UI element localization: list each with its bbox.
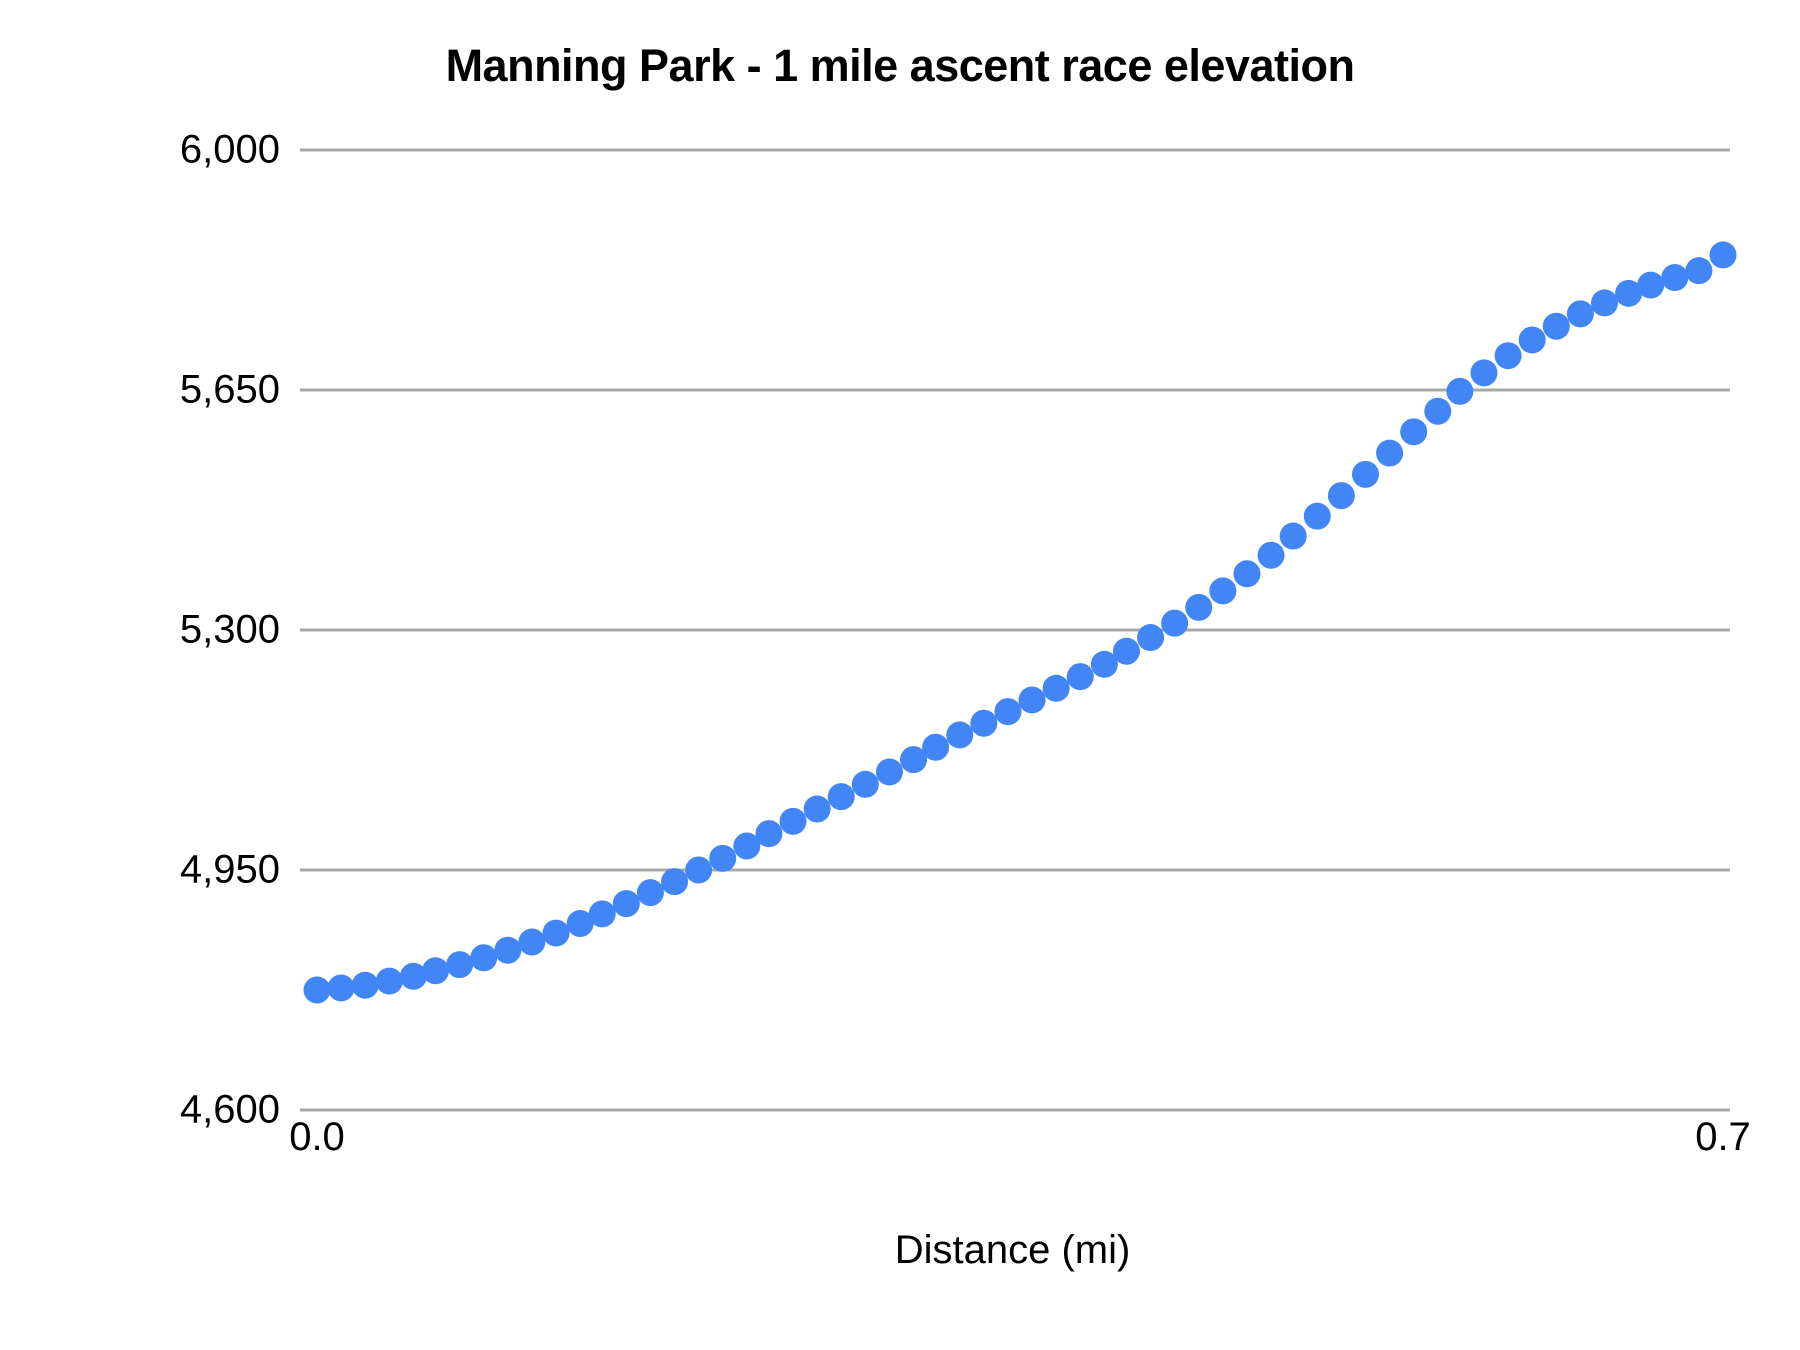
data-point[interactable]	[827, 783, 855, 811]
data-series-layer	[303, 241, 1737, 1004]
data-point[interactable]	[1542, 312, 1570, 340]
data-point[interactable]	[1685, 257, 1713, 285]
data-point[interactable]	[1233, 560, 1261, 588]
data-point[interactable]	[733, 832, 761, 860]
data-point[interactable]	[1615, 279, 1643, 307]
data-point[interactable]	[709, 844, 737, 872]
data-point[interactable]	[851, 770, 879, 798]
data-point[interactable]	[470, 944, 498, 972]
data-point[interactable]	[1709, 241, 1737, 269]
y-axis-tick-labels: 4,600 4,950 5,300 5,650 6,000	[30, 128, 280, 1132]
data-point[interactable]	[1112, 637, 1140, 665]
y-axis-tick-label: 6,000	[179, 127, 280, 172]
data-point[interactable]	[518, 928, 546, 956]
data-point[interactable]	[636, 879, 664, 907]
data-point[interactable]	[494, 936, 522, 964]
data-point[interactable]	[1327, 482, 1355, 510]
data-point[interactable]	[1209, 577, 1237, 605]
data-point[interactable]	[900, 746, 928, 774]
plot-area	[300, 148, 1737, 1112]
data-point[interactable]	[661, 868, 689, 896]
y-axis-tick-label: 5,650	[179, 367, 280, 412]
data-point[interactable]	[1257, 541, 1285, 569]
chart-title: Manning Park - 1 mile ascent race elevat…	[445, 40, 1355, 91]
data-point[interactable]	[1090, 650, 1118, 678]
data-point[interactable]	[875, 758, 903, 786]
x-axis-tick-labels: 0.0 0.7	[289, 1115, 1751, 1170]
data-point[interactable]	[1661, 264, 1689, 292]
y-axis-tick-label: 5,300	[179, 607, 280, 652]
data-point[interactable]	[1518, 326, 1546, 354]
data-point[interactable]	[588, 900, 616, 928]
data-point[interactable]	[303, 976, 331, 1004]
x-axis-tick-label: 0.7	[1695, 1115, 1751, 1159]
data-point[interactable]	[1446, 377, 1474, 405]
data-point[interactable]	[1424, 397, 1452, 425]
data-point[interactable]	[994, 698, 1022, 726]
x-axis-title: Distance (mi)	[894, 1228, 1131, 1272]
data-point[interactable]	[327, 974, 355, 1002]
data-point[interactable]	[779, 807, 807, 835]
data-point[interactable]	[1637, 271, 1665, 299]
data-point[interactable]	[1566, 300, 1594, 328]
data-point[interactable]	[1376, 439, 1404, 467]
data-point[interactable]	[803, 795, 831, 823]
data-point[interactable]	[375, 967, 403, 995]
data-point[interactable]	[970, 709, 998, 737]
data-point[interactable]	[399, 962, 427, 990]
data-point[interactable]	[685, 856, 713, 884]
data-point[interactable]	[1494, 342, 1522, 370]
data-point[interactable]	[922, 733, 950, 761]
data-point[interactable]	[542, 919, 570, 947]
data-point[interactable]	[612, 890, 640, 918]
data-point[interactable]	[1042, 674, 1070, 702]
data-point[interactable]	[1303, 502, 1331, 530]
data-point[interactable]	[755, 820, 783, 848]
data-point[interactable]	[1351, 460, 1379, 488]
data-point[interactable]	[1018, 686, 1046, 714]
data-point[interactable]	[566, 909, 594, 937]
gridlines-layer	[300, 148, 1730, 1112]
data-point[interactable]	[351, 971, 379, 999]
data-point[interactable]	[1066, 663, 1094, 691]
data-point[interactable]	[1161, 609, 1189, 637]
data-point[interactable]	[1400, 418, 1428, 446]
y-axis-tick-label: 4,600	[179, 1087, 280, 1132]
data-point[interactable]	[1137, 624, 1165, 652]
data-point[interactable]	[422, 957, 450, 985]
data-point[interactable]	[1470, 359, 1498, 387]
data-point[interactable]	[1185, 593, 1213, 621]
data-point[interactable]	[946, 721, 974, 749]
y-axis-tick-label: 4,950	[179, 847, 280, 892]
data-point[interactable]	[446, 951, 474, 979]
data-point[interactable]	[1279, 522, 1307, 550]
x-axis-tick-label: 0.0	[289, 1115, 345, 1159]
data-point[interactable]	[1590, 289, 1618, 317]
